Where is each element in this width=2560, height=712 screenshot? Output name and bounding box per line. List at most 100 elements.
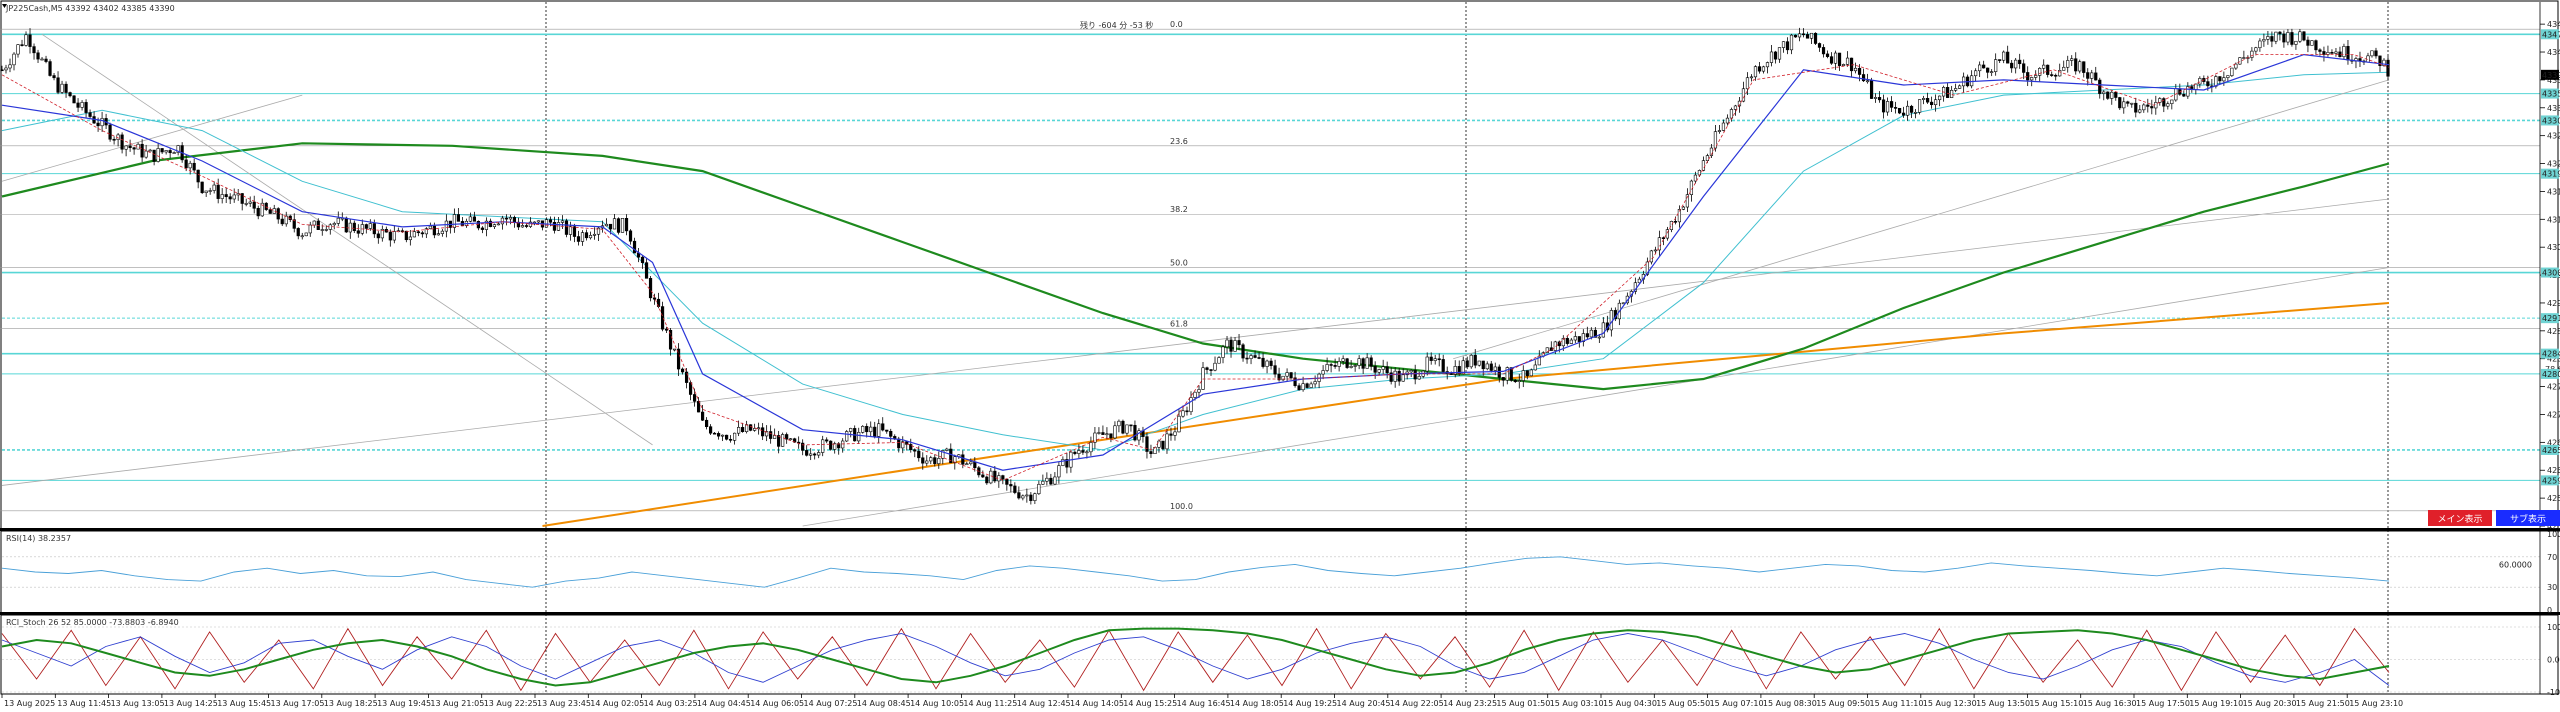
candle-body [416, 231, 420, 234]
candle-body [801, 442, 805, 451]
candle-body [1369, 357, 1373, 367]
candle-body [320, 229, 324, 231]
candle-body [1793, 34, 1798, 38]
time-tick-label: 13 Aug 22:25 [484, 699, 538, 708]
candle-body [1569, 339, 1573, 344]
candle-body [1725, 117, 1730, 124]
candle-body [16, 44, 20, 55]
candle-body [1745, 77, 1750, 90]
level-badge [2541, 88, 2559, 99]
candle-body [572, 226, 577, 237]
candle-body [2122, 101, 2126, 109]
candle-body [809, 453, 813, 456]
candle-body [2298, 31, 2302, 42]
candle-body [2314, 40, 2318, 51]
candle-body [873, 426, 877, 437]
candle-body [1401, 374, 1405, 382]
time-tick-label: 14 Aug 07:25 [804, 699, 858, 708]
time-tick-label: 13 Aug 21:05 [430, 699, 484, 708]
candle-body [2378, 55, 2382, 66]
candle-body [608, 223, 613, 230]
candle-body [188, 162, 192, 169]
candle-body [496, 223, 501, 226]
candle-body [2134, 102, 2138, 113]
mid-ma-line [1, 53, 2390, 471]
candle-body [1593, 329, 1597, 338]
candle-body [965, 463, 969, 466]
candle-body [973, 461, 977, 469]
candle-body [1061, 459, 1065, 466]
price-tick-label: 42940 [2547, 299, 2560, 308]
triangle-down-icon[interactable] [2, 4, 7, 8]
candle-body [1561, 338, 1565, 347]
candle-body [504, 217, 509, 220]
candle-body [324, 229, 328, 231]
candle-body [644, 262, 649, 279]
candle-body [2150, 106, 2154, 109]
candle-body [941, 450, 945, 459]
time-tick-label: 14 Aug 04:45 [697, 699, 751, 708]
candle-body [0, 69, 4, 72]
candle-body [2258, 40, 2262, 49]
fib-label: 38.2 [1170, 205, 1188, 214]
candle-body [1393, 370, 1397, 382]
candle-body [1493, 366, 1497, 371]
candle-body [1645, 261, 1649, 275]
candle-body [773, 435, 777, 439]
candle-body [132, 147, 136, 150]
candle-body [1361, 358, 1365, 369]
candle-body [1333, 365, 1337, 367]
candle-body [244, 203, 248, 205]
price-tick-label: 43215 [2547, 160, 2560, 169]
candle-body [1821, 47, 1826, 55]
candle-body [352, 222, 356, 232]
candle-body [1169, 433, 1173, 436]
candle-body [1297, 385, 1301, 391]
candle-body [2294, 40, 2298, 45]
main-view-button[interactable]: メイン表示 [2428, 510, 2492, 526]
level-badge [2541, 368, 2559, 379]
time-tick-label: 13 Aug 19:45 [377, 699, 431, 708]
candle-body [2286, 32, 2290, 43]
level-badge-label: 43353 [2542, 90, 2560, 99]
candle-body [1417, 376, 1421, 380]
candle-body [825, 439, 829, 442]
candle-body [1877, 97, 1882, 101]
candle-body [1837, 52, 1842, 66]
time-tick-label: 14 Aug 08:45 [857, 699, 911, 708]
time-axis: 13 Aug 2025 13 Aug 11:45 13 Aug 13:05 13 Au… [1, 694, 2403, 708]
candle-body [1077, 450, 1081, 454]
time-tick-label: 14 Aug 16:45 [1177, 699, 1231, 708]
candle-body [1934, 99, 1938, 106]
candle-body [108, 124, 112, 140]
time-tick-label: 15 Aug 16:30 [2083, 699, 2137, 708]
candle-body [1885, 101, 1890, 113]
candle-body [24, 34, 28, 46]
candle-body [1769, 51, 1774, 63]
candle-body [1337, 361, 1341, 367]
candle-body [252, 201, 256, 209]
candle-body [2026, 72, 2030, 81]
candle-body [640, 256, 645, 263]
candle-body [676, 348, 681, 370]
sub-view-button[interactable]: サブ表示 [2496, 510, 2560, 526]
current-price-badge [2541, 69, 2559, 80]
time-tick-label: 15 Aug 03:10 [1550, 699, 1604, 708]
candle-body [664, 328, 669, 331]
candle-body [2282, 33, 2286, 43]
candle-body [672, 348, 677, 351]
level-badge [2541, 313, 2559, 324]
candle-body [1097, 432, 1101, 434]
candle-body [1145, 436, 1149, 452]
candle-body [1485, 363, 1489, 370]
candle-body [1121, 420, 1125, 434]
candle-body [1693, 174, 1698, 182]
candle-body [2230, 67, 2234, 76]
candle-body [1910, 105, 1914, 113]
time-tick-label: 13 Aug 17:05 [271, 699, 325, 708]
time-tick-label: 14 Aug 15:25 [1123, 699, 1177, 708]
candle-body [909, 444, 913, 450]
candle-body [412, 231, 416, 238]
candle-body [1037, 483, 1041, 495]
